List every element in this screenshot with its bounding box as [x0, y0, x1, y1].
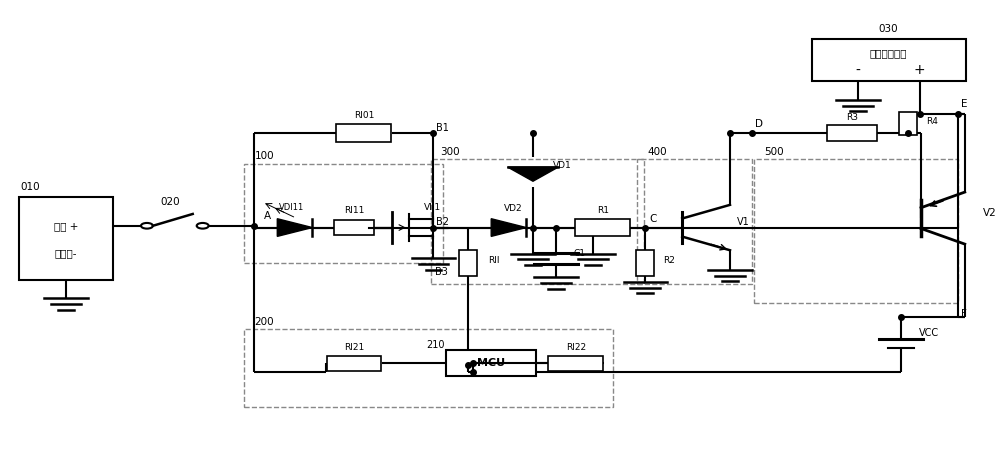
Bar — [575, 219, 630, 236]
Bar — [827, 126, 877, 141]
Text: RI21: RI21 — [344, 343, 364, 352]
Bar — [446, 350, 536, 376]
Text: 010: 010 — [21, 182, 40, 192]
Bar — [327, 356, 381, 371]
Text: D: D — [755, 119, 763, 129]
Text: B1: B1 — [436, 123, 449, 133]
Text: RII: RII — [488, 256, 500, 265]
Bar — [637, 159, 752, 284]
Bar — [334, 220, 374, 235]
Circle shape — [141, 223, 153, 228]
Text: R4: R4 — [926, 117, 938, 126]
Bar — [244, 164, 443, 263]
Text: VII1: VII1 — [424, 202, 441, 211]
Text: 400: 400 — [647, 146, 667, 156]
Bar — [812, 38, 966, 81]
Polygon shape — [508, 167, 558, 181]
Polygon shape — [491, 219, 526, 237]
Bar — [19, 197, 113, 280]
Bar — [754, 159, 958, 303]
Text: RI11: RI11 — [344, 206, 364, 215]
Text: 300: 300 — [440, 146, 460, 156]
Text: F: F — [961, 310, 967, 319]
Bar — [336, 124, 391, 142]
Text: VCC: VCC — [919, 328, 939, 338]
Text: 020: 020 — [160, 197, 180, 207]
Text: R2: R2 — [663, 256, 675, 265]
Text: MCU: MCU — [477, 358, 505, 368]
Text: C: C — [649, 214, 657, 224]
Text: E: E — [961, 99, 967, 109]
Text: +: + — [914, 64, 925, 77]
Text: VD1: VD1 — [553, 162, 572, 171]
Bar — [548, 356, 603, 371]
Text: C1: C1 — [574, 249, 586, 258]
Bar — [244, 329, 613, 407]
Text: R1: R1 — [597, 206, 609, 215]
Text: 100: 100 — [254, 151, 274, 161]
Text: 外部 +: 外部 + — [54, 221, 78, 231]
Text: RI22: RI22 — [566, 343, 586, 352]
Polygon shape — [277, 219, 312, 237]
Bar — [431, 159, 644, 284]
Text: V2: V2 — [983, 208, 996, 218]
Circle shape — [197, 223, 209, 228]
Text: A: A — [264, 210, 271, 221]
Bar — [636, 250, 654, 276]
Text: 210: 210 — [427, 340, 445, 350]
Bar — [459, 250, 477, 276]
Text: 信号源-: 信号源- — [55, 248, 77, 258]
Bar — [899, 112, 917, 136]
Text: B3: B3 — [435, 267, 448, 277]
Text: 030: 030 — [879, 24, 898, 34]
Text: V1: V1 — [737, 217, 750, 227]
Text: 外部直流电源: 外部直流电源 — [870, 48, 907, 58]
Text: R3: R3 — [846, 113, 858, 122]
Text: B2: B2 — [436, 217, 449, 227]
Text: VD2: VD2 — [504, 204, 522, 213]
Text: VDI11: VDI11 — [279, 202, 304, 211]
Text: 500: 500 — [764, 146, 783, 156]
Text: 200: 200 — [254, 317, 274, 327]
Text: RI01: RI01 — [354, 111, 374, 120]
Text: -: - — [855, 64, 860, 77]
